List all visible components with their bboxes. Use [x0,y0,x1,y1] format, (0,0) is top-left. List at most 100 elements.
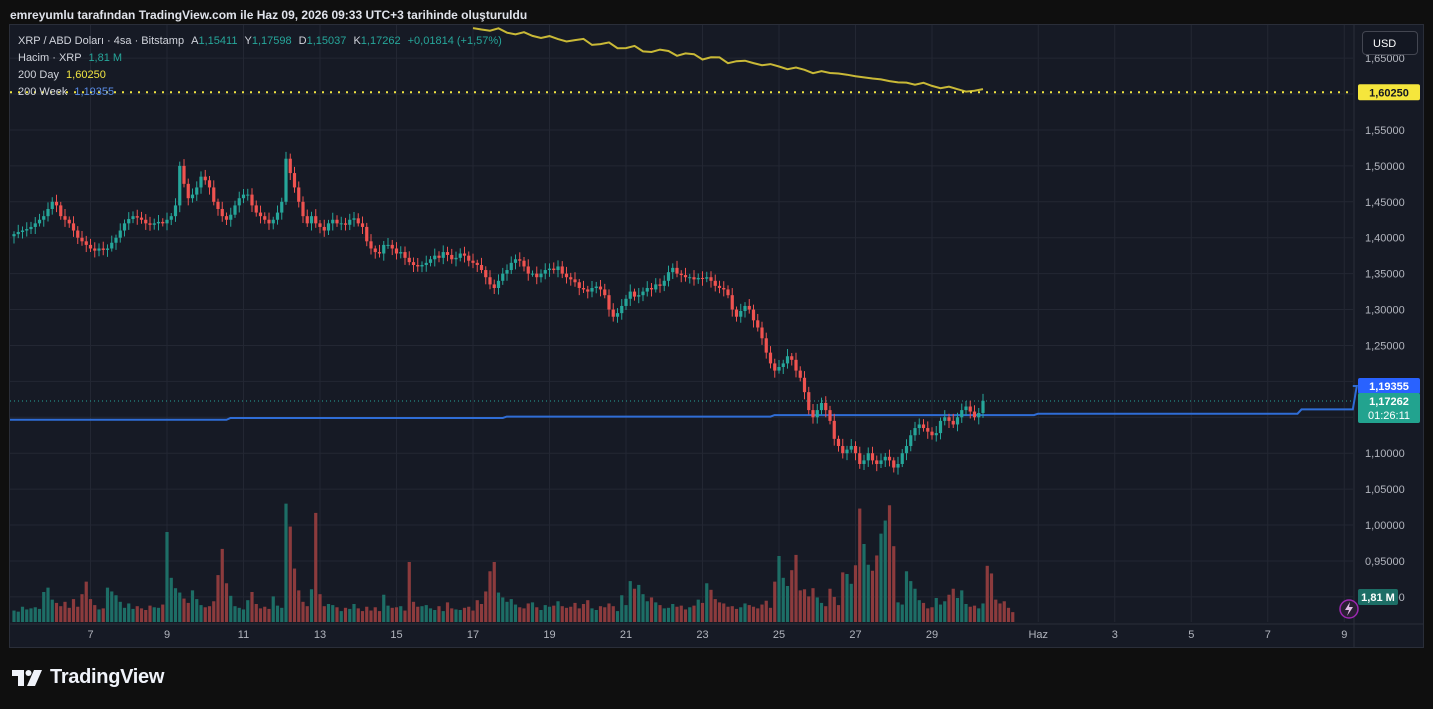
candle-body [263,216,267,220]
volume-bar [488,571,492,622]
volume-bar [16,611,20,622]
candle-body [454,257,458,260]
candle-body [318,223,322,227]
volume-bar [917,600,921,622]
volume-bar [590,608,594,622]
candle-body [207,180,212,188]
y-axis-tick-label: 1,05000 [1365,484,1405,496]
volume-bar [394,607,399,622]
volume-bar [33,607,37,622]
y-axis-tick-label: 1,10000 [1365,448,1405,460]
currency-button[interactable]: USD [1362,31,1418,55]
volume-bar [254,604,258,622]
candle-body [428,259,433,263]
candle-body [981,400,985,413]
candle-body [144,219,148,224]
lightning-icon[interactable] [1339,599,1359,619]
volume-bar [620,595,624,622]
volume-bar [960,590,964,622]
volume-bar [318,594,322,622]
volume-bar [781,577,785,622]
volume-bar [84,581,88,622]
candle-body [726,289,730,296]
y-axis-tick-label: 1,65000 [1365,53,1405,65]
volume-bar [807,596,811,622]
volume-bar [709,589,713,622]
legend-volume-row[interactable]: Hacim · XRP 1,81 M [18,50,502,67]
volume-bar [207,606,212,622]
candle-body [335,219,339,224]
volume-bar [955,598,960,622]
volume-bar [42,592,46,622]
volume-bar [186,602,190,622]
x-axis-tick-label: 29 [926,629,938,641]
volume-bar [467,606,471,622]
volume-bar [420,606,424,622]
y-axis-tick-label: 1,40000 [1365,233,1405,245]
legend-close-label: K [353,35,361,47]
candle-body [709,277,713,281]
volume-bar [110,591,114,622]
candle-body [564,273,569,278]
volume-bar [556,601,560,622]
candle-body [326,223,331,231]
candle-body [518,259,522,261]
volume-bar [275,605,280,622]
candle-body [705,277,709,279]
volume-bar [131,608,135,622]
chart-panel[interactable]: 0,900000,950001,000001,050001,100001,150… [9,24,1424,648]
volume-bar [1011,612,1015,622]
volume-bar [50,599,54,622]
volume-bar [904,571,909,622]
volume-bar [331,605,335,622]
candle-body [556,266,560,271]
candle-body [930,431,934,436]
legend-symbol[interactable]: XRP / ABD Doları · 4sa · Bitstamp [18,35,185,47]
volume-bar [977,608,981,622]
candle-body [390,244,394,249]
candle-body [186,183,190,199]
volume-bar [581,604,586,622]
ma200-day-line [472,27,984,93]
candle-body [54,201,59,206]
candle-body [785,356,790,364]
candle-body [913,428,917,436]
volume-bar [836,605,841,622]
volume-bar [501,597,505,622]
legend-ma200-day-row[interactable]: 200 Day 1,60250 [18,67,502,84]
volume-bar [666,607,671,622]
candle-body [552,268,556,271]
volume-bar [322,606,326,622]
legend-ma200-week-row[interactable]: 200 Week 1,19355 [18,84,502,101]
x-axis-tick-label: 17 [467,629,479,641]
volume-bar [696,599,700,622]
candle-body [88,244,93,249]
candle-body [713,280,717,286]
candle-body [12,234,16,237]
volume-bar [518,607,522,622]
candle-body [964,406,968,411]
candle-body [127,219,131,224]
volume-bar [611,606,615,622]
candle-body [437,255,441,258]
candle-body [462,253,467,256]
volume-bar [496,592,501,622]
volume-bar [373,607,377,622]
candle-body [756,320,760,328]
candle-body [943,417,947,421]
candle-body [955,417,960,425]
candle-body [288,158,292,174]
volume-bar [713,599,717,622]
volume-bar [947,594,951,622]
volume-bar [773,581,777,622]
volume-bar [437,606,441,622]
volume-bar [339,611,343,622]
legend-high-label: Y [244,35,252,47]
volume-bar [730,606,734,622]
footer-logo[interactable]: TradingView [12,666,164,689]
price-chart[interactable]: 0,900000,950001,000001,050001,100001,150… [10,25,1423,647]
candle-body [883,456,887,461]
volume-bar [811,588,815,622]
volume-bar [212,601,216,622]
candle-body [101,248,105,250]
